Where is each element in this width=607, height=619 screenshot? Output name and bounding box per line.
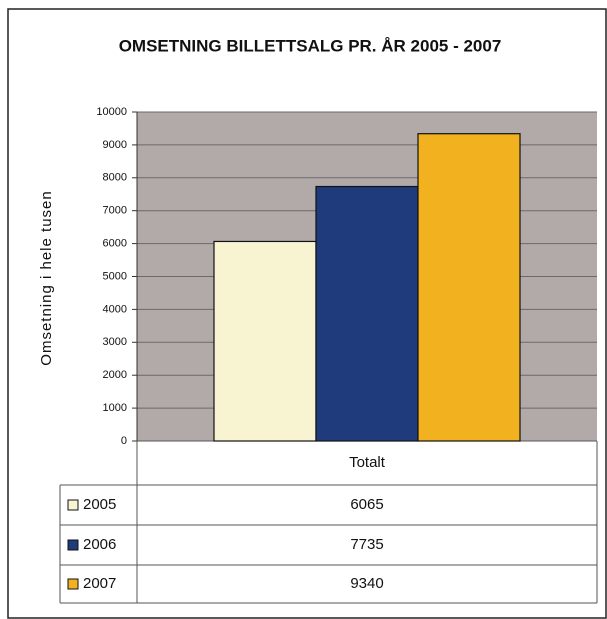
bar: [213, 240, 317, 442]
chart-title: OMSETNING BILLETTSALG PR. ÅR 2005 - 2007: [119, 36, 502, 55]
table-value: 6065: [350, 496, 383, 513]
y-tick-label: 10000: [96, 106, 127, 118]
legend-label: 2006: [83, 536, 116, 553]
y-tick-label: 0: [121, 435, 127, 447]
y-tick-label: 8000: [103, 172, 127, 184]
y-axis-label: Omsetning i hele tusen: [38, 190, 55, 365]
y-tick-label: 6000: [103, 238, 127, 250]
legend-swatch: [67, 578, 79, 590]
x-tick-label: Totalt: [349, 454, 386, 471]
legend-label: 2007: [83, 575, 116, 592]
y-tick-label: 2000: [103, 369, 127, 381]
y-tick-label: 3000: [103, 336, 127, 348]
legend-swatch: [67, 539, 79, 551]
y-tick-label: 7000: [103, 205, 127, 217]
y-tick-label: 5000: [103, 270, 127, 282]
y-tick-label: 4000: [103, 303, 127, 315]
legend-swatch: [67, 499, 79, 511]
legend-label: 2005: [83, 496, 116, 513]
y-tick-label: 9000: [103, 139, 127, 151]
bar: [417, 133, 521, 442]
table-value: 7735: [350, 536, 383, 553]
bar: [315, 185, 419, 442]
table-value: 9340: [350, 575, 383, 592]
y-tick-label: 1000: [103, 402, 127, 414]
